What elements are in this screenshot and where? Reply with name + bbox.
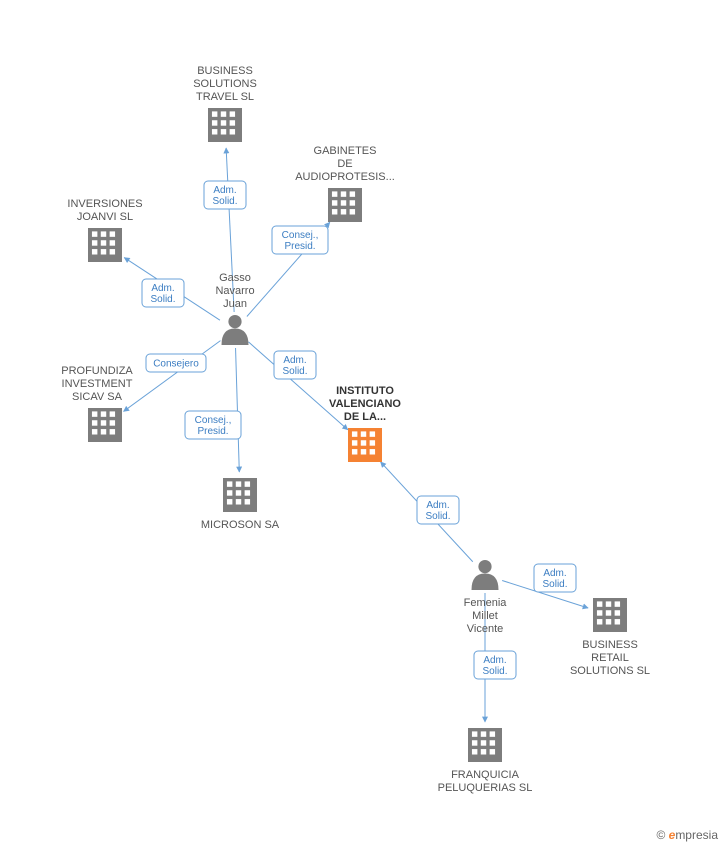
edge-label-text: Consej.,: [282, 230, 319, 241]
node-label: BUSINESS: [197, 65, 253, 77]
edge-label-text: Adm.: [543, 568, 566, 579]
node-label: INSTITUTO: [336, 385, 394, 397]
node-profund[interactable]: PROFUNDIZAINVESTMENTSICAV SA: [61, 365, 133, 442]
brand-rest: mpresia: [675, 828, 718, 842]
edge-label-text: Adm.: [483, 655, 506, 666]
node-femenia[interactable]: FemeniaMilletVicente: [464, 560, 508, 635]
node-label: PROFUNDIZA: [61, 365, 133, 377]
edge-label-text: Solid.: [150, 294, 175, 305]
node-label: TRAVEL SL: [196, 91, 254, 103]
edge-label-text: Solid.: [542, 579, 567, 590]
node-joanvi[interactable]: INVERSIONESJOANVI SL: [67, 198, 142, 262]
node-inst[interactable]: INSTITUTOVALENCIANODE LA...: [329, 385, 401, 462]
node-label: PELUQUERIAS SL: [438, 782, 533, 794]
edge-label-text: Adm.: [213, 185, 236, 196]
node-gasso[interactable]: GassoNavarroJuan: [215, 272, 254, 345]
node-bst[interactable]: BUSINESSSOLUTIONSTRAVEL SL: [193, 65, 257, 142]
node-label: GABINETES: [314, 145, 377, 157]
node-label: MICROSON SA: [201, 519, 280, 531]
edge-label-text: Solid.: [282, 366, 307, 377]
node-label: Gasso: [219, 272, 251, 284]
network-diagram: Adm.Solid.Consej.,Presid.Adm.Solid.Conse…: [0, 0, 728, 850]
edge-label-text: Solid.: [425, 511, 450, 522]
node-label: INVESTMENT: [62, 378, 133, 390]
node-label: VALENCIANO: [329, 398, 401, 410]
node-label: JOANVI SL: [77, 211, 133, 223]
node-label: SOLUTIONS SL: [570, 665, 650, 677]
node-label: FRANQUICIA: [451, 769, 520, 781]
node-label: Juan: [223, 298, 247, 310]
edge-label-text: Adm.: [151, 283, 174, 294]
edge: [236, 348, 240, 472]
node-label: INVERSIONES: [67, 198, 142, 210]
copyright-symbol: ©: [656, 828, 665, 842]
node-label: DE: [337, 158, 352, 170]
node-micro[interactable]: MICROSON SA: [201, 478, 280, 531]
edge-label-text: Adm.: [426, 500, 449, 511]
edge-label-text: Consejero: [153, 359, 199, 370]
edge-label-text: Solid.: [212, 196, 237, 207]
node-label: BUSINESS: [582, 639, 638, 651]
node-label: AUDIOPROTESIS...: [295, 171, 395, 183]
node-label: Navarro: [215, 285, 254, 297]
node-label: RETAIL: [591, 652, 629, 664]
node-gabin[interactable]: GABINETESDEAUDIOPROTESIS...: [295, 145, 395, 222]
node-label: Femenia: [464, 597, 508, 609]
edge-label-text: Adm.: [283, 355, 306, 366]
node-label: Millet: [472, 610, 498, 622]
credit-line: © empresia: [656, 828, 718, 842]
node-franq[interactable]: FRANQUICIAPELUQUERIAS SL: [438, 728, 533, 794]
edge-label-text: Presid.: [197, 426, 228, 437]
node-label: Vicente: [467, 623, 504, 635]
edge-label-text: Presid.: [284, 241, 315, 252]
node-brs[interactable]: BUSINESSRETAILSOLUTIONS SL: [570, 598, 650, 677]
edge-label-text: Solid.: [482, 666, 507, 677]
edge-label-text: Consej.,: [195, 415, 232, 426]
node-label: SOLUTIONS: [193, 78, 257, 90]
node-label: SICAV SA: [72, 391, 123, 403]
edge: [124, 341, 221, 412]
node-label: DE LA...: [344, 411, 386, 423]
